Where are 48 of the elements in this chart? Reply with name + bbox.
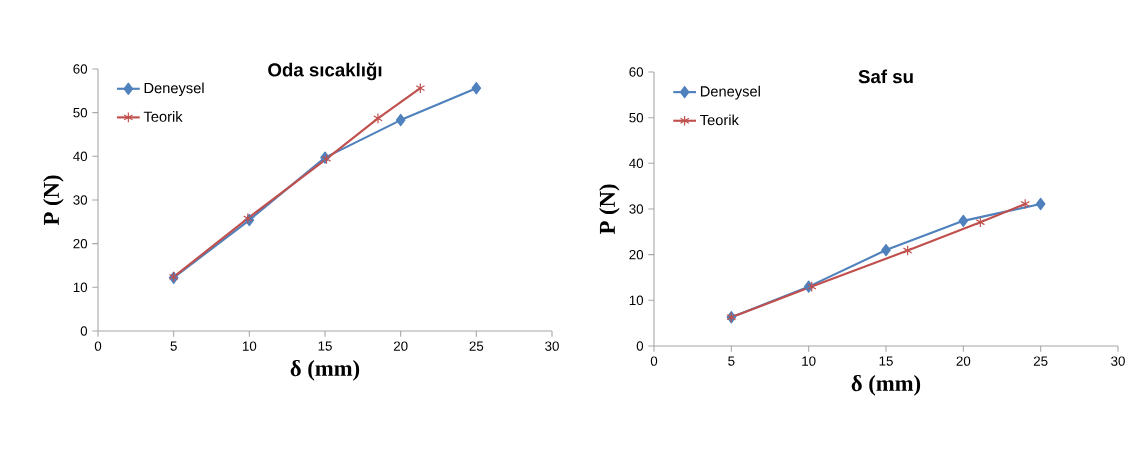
- chart-title: Saf su: [858, 69, 913, 84]
- x-tick-label: 30: [1111, 356, 1125, 366]
- legend-label: Deneysel: [144, 82, 204, 97]
- x-tick-label: 5: [170, 341, 177, 351]
- x-tick-label: 15: [879, 356, 893, 366]
- x-tick-label: 20: [956, 356, 971, 366]
- point: [1020, 198, 1030, 210]
- y-tick-label: 40: [629, 158, 644, 169]
- point: [1035, 197, 1046, 211]
- x-tick-label: 0: [94, 341, 102, 351]
- point: [415, 82, 426, 94]
- x-tick-label: 30: [545, 341, 559, 351]
- y-tick-label: 50: [629, 112, 644, 123]
- y-tick-label: 40: [73, 151, 88, 162]
- x-tick-label: 25: [469, 341, 484, 351]
- point: [471, 82, 482, 95]
- point: [395, 113, 406, 127]
- y-tick-label: 0: [80, 326, 88, 336]
- point: [807, 281, 817, 293]
- y-tick-label: 30: [629, 204, 644, 214]
- legend-label: Teorik: [143, 111, 183, 122]
- chart-title: Oda sıcaklığı: [268, 62, 382, 81]
- y-tick-label: 10: [629, 295, 644, 306]
- x-tick-label: 5: [728, 356, 735, 366]
- x-tick-label: 15: [318, 341, 332, 351]
- y-tick-label: 20: [73, 238, 88, 249]
- y-axis-title: P (N): [599, 184, 620, 235]
- point: [373, 112, 383, 124]
- legend-label: Teorik: [700, 114, 739, 126]
- x-tick-label: 10: [242, 341, 257, 351]
- point: [958, 214, 969, 228]
- x-tick-label: 0: [650, 356, 658, 366]
- x-axis-title: δ (mm): [290, 359, 360, 381]
- legend-label: Deneysel: [700, 85, 760, 100]
- point: [975, 216, 986, 228]
- point: [902, 245, 913, 256]
- x-axis-title: δ (mm): [851, 374, 921, 396]
- point: [881, 243, 891, 257]
- y-tick-label: 30: [73, 195, 88, 205]
- x-tick-label: 25: [1033, 356, 1048, 366]
- y-tick-label: 20: [629, 249, 644, 260]
- y-tick-label: 10: [73, 282, 88, 293]
- y-tick-label: 60: [629, 67, 644, 77]
- y-axis-title: P (N): [43, 175, 64, 226]
- x-tick-label: 20: [393, 341, 408, 351]
- y-tick-label: 60: [73, 64, 88, 74]
- y-tick-label: 50: [73, 107, 88, 118]
- x-tick-label: 10: [802, 356, 816, 366]
